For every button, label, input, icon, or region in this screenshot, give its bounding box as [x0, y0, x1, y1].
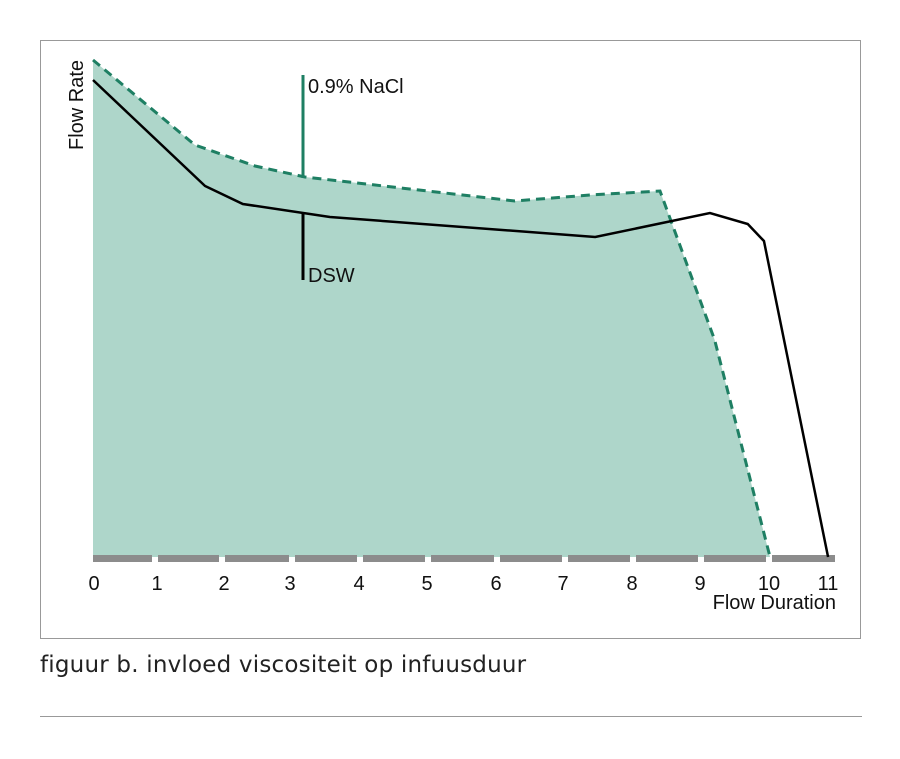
- x-axis-label: Flow Duration: [713, 592, 836, 614]
- nacl-label: 0.9% NaCl: [308, 76, 404, 98]
- dsw-line: [92, 79, 830, 558]
- x-tick-label: 5: [421, 573, 432, 595]
- x-axis-segment: [772, 555, 835, 562]
- x-axis-segment: [225, 555, 289, 562]
- x-tick-label: 0: [88, 573, 99, 595]
- x-tick-label: 10: [758, 573, 780, 595]
- x-axis-segment: [431, 555, 494, 562]
- x-tick-label: 11: [818, 573, 839, 595]
- dsw-label: DSW: [308, 265, 355, 287]
- figure-caption: figuur b. invloed viscositeit op infuusd…: [40, 652, 527, 678]
- x-axis-segment: [500, 555, 562, 562]
- x-tick-label: 3: [284, 573, 295, 595]
- x-tick-label: 4: [353, 573, 364, 595]
- chart-frame: [40, 40, 861, 639]
- x-axis-segment: [636, 555, 698, 562]
- x-axis-segment: [295, 555, 357, 562]
- nacl-line: [92, 58, 772, 558]
- x-tick-label: 8: [626, 573, 637, 595]
- y-axis-label: Flow Rate: [66, 60, 88, 150]
- x-axis-segment: [568, 555, 630, 562]
- nacl-area: [93, 60, 771, 557]
- x-axis-segment: [704, 555, 766, 562]
- x-tick-label: 6: [490, 573, 501, 595]
- x-axis-segment: [158, 555, 219, 562]
- divider: [40, 716, 862, 717]
- x-tick-label: 2: [218, 573, 229, 595]
- x-tick-label: 1: [151, 573, 162, 595]
- x-axis-segment: [93, 555, 152, 562]
- x-tick-label: 7: [557, 573, 568, 595]
- x-axis-segment: [363, 555, 425, 562]
- x-tick-label: 9: [694, 573, 705, 595]
